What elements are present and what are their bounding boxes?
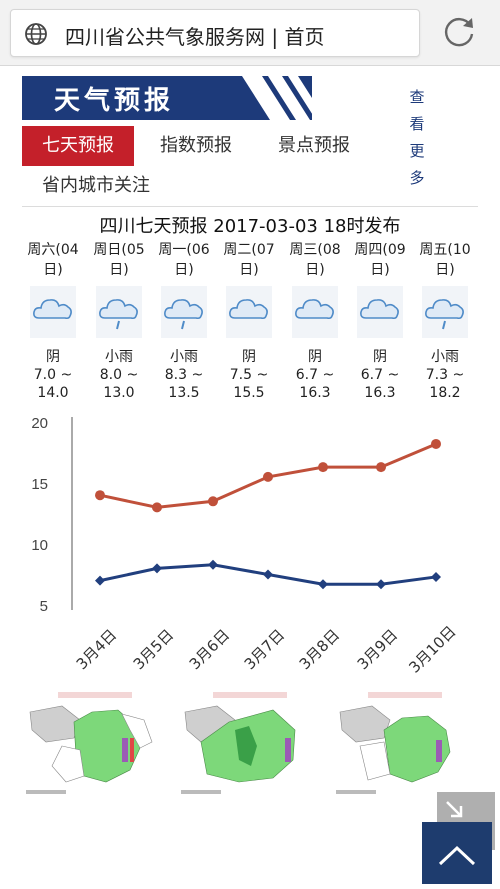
weather-condition: 小雨 [105,349,133,365]
globe-icon [25,23,47,45]
weather-condition: 阴 [242,349,256,365]
max-temp-point [95,490,105,501]
back-to-top-button[interactable] [422,822,492,884]
x-tick-label: 3月6日 [186,626,233,673]
map-image [22,690,168,798]
tab-city-watch[interactable]: 省内城市关注 [42,175,150,196]
address-bar[interactable]: 四川省公共气象服务网 | 首页 [10,9,420,57]
max-temp-point [431,438,441,449]
weather-condition: 阴 [373,349,387,365]
cloudy-icon [30,286,76,338]
day-name: 周一(06日) [158,240,210,280]
y-tick-label: 15 [31,476,48,493]
min-temp-point [95,575,105,586]
temperature-range: 6.7 ~ 16.3 [360,367,400,401]
banner-title: 天气预报 [54,86,175,116]
forecast-title: 四川七天预报 2017-03-03 18时发布 [99,216,401,237]
map-image [332,690,478,798]
day-name: 周日(05日) [93,240,145,280]
day-name: 周六(04日) [27,240,79,280]
day-label: 周四(09日) [354,242,406,278]
rain-map-thumbnail-2[interactable] [177,690,323,798]
light-rain-icon [96,286,142,338]
day-forecast: 阴 7.0 ~ 14.0 [27,348,79,402]
day-label: 周日(05日) [93,242,145,278]
x-tick-label: 3月4日 [73,626,120,673]
day-forecast: 阴 6.7 ~ 16.3 [354,348,406,402]
map-image [177,690,323,798]
min-temp-point [376,579,386,590]
max-temp-point [376,462,386,473]
day-label: 周二(07日) [223,242,275,278]
day-forecast: 小雨 8.0 ~ 13.0 [93,348,145,402]
max-temp-point [263,471,273,482]
day-name: 周四(09日) [354,240,406,280]
day-label: 周一(06日) [158,242,210,278]
day-forecast: 阴 7.5 ~ 15.5 [223,348,275,402]
chevron-up-icon [438,845,476,866]
day-name: 周三(08日) [289,240,341,280]
temperature-range: 8.0 ~ 13.0 [99,367,139,401]
day-name: 周二(07日) [223,240,275,280]
tab-seven-day[interactable]: 七天预报 [22,126,134,166]
temperature-range: 6.7 ~ 16.3 [295,367,335,401]
weather-forecast-banner: 天气预报 [22,76,402,120]
banner-white-panel [312,76,402,120]
rain-map-thumbnail-3[interactable] [332,690,478,798]
rain-map-thumbnail-1[interactable] [22,690,168,798]
max-temp-point [208,496,218,507]
y-tick-label: 20 [31,415,48,432]
weather-condition: 小雨 [431,349,459,365]
cloudy-icon [357,286,403,338]
more-link[interactable]: 查看更多 [409,88,425,187]
day-forecast: 小雨 7.3 ~ 18.2 [419,348,471,402]
light-rain-icon [422,286,468,338]
x-tick-label: 3月7日 [241,626,288,673]
day-label: 周三(08日) [289,242,341,278]
divider [22,206,478,207]
tab-scenic-forecast[interactable]: 景点预报 [278,135,350,156]
refresh-icon[interactable] [442,15,476,49]
browser-toolbar: 四川省公共气象服务网 | 首页 [0,0,500,66]
temperature-range: 7.5 ~ 15.5 [229,367,269,401]
temperature-range: 8.3 ~ 13.5 [164,367,204,401]
weather-condition: 阴 [46,349,60,365]
day-label: 周六(04日) [27,242,79,278]
day-label: 周五(10日) [419,242,471,278]
weather-condition: 小雨 [170,349,198,365]
day-forecast: 小雨 8.3 ~ 13.5 [158,348,210,402]
y-tick-label: 10 [31,537,48,554]
min-temp-point [431,571,441,582]
max-temp-point [152,502,162,513]
day-forecast: 阴 6.7 ~ 16.3 [289,348,341,402]
temperature-range: 7.3 ~ 18.2 [425,367,465,401]
x-tick-label: 3月8日 [296,626,343,673]
cloudy-icon [292,286,338,338]
tab-index-forecast[interactable]: 指数预报 [160,135,232,156]
page-url-title: 四川省公共气象服务网 | 首页 [65,25,325,49]
temperature-range: 7.0 ~ 14.0 [33,367,73,401]
y-tick-label: 5 [40,598,48,615]
cloudy-icon [226,286,272,338]
min-temp-point [318,579,328,590]
min-temp-point [208,559,218,570]
temperature-chart: 5 10 15 20 3月4日 3月5日 3月6日 3月7日 3月8日 3月9日 3月10日 [31,415,459,677]
x-tick-label: 3月10日 [405,622,459,676]
forecast-maps [0,690,500,800]
weather-condition: 阴 [308,349,322,365]
min-temp-point [152,563,162,574]
x-tick-label: 3月5日 [130,626,177,673]
max-temp-point [318,462,328,473]
light-rain-icon [161,286,207,338]
x-tick-label: 3月9日 [354,626,401,673]
min-temp-point [263,569,273,580]
day-name: 周五(10日) [419,240,471,280]
